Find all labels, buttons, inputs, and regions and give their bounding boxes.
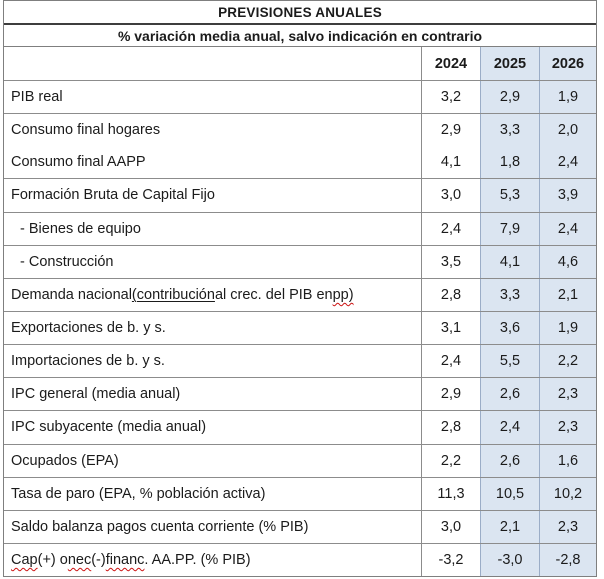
value-2024: 3,2 <box>421 81 480 114</box>
value-2026: 10,2 <box>539 477 596 510</box>
table-subtitle: % variación media anual, salvo indicació… <box>4 25 596 47</box>
value-2025: 5,5 <box>480 345 539 378</box>
forecast-table: PREVISIONES ANUALES % variación media an… <box>3 0 597 577</box>
value-2025: 10,5 <box>480 477 539 510</box>
value-2025: 3,3 <box>480 278 539 311</box>
value-2025: 2,9 <box>480 81 539 114</box>
value-2026: 2,3 <box>539 510 596 543</box>
value-2024: 11,3 <box>421 477 480 510</box>
table-row-pib-real: PIB real 3,2 2,9 1,9 <box>4 81 596 115</box>
table-title: PREVISIONES ANUALES <box>4 1 596 25</box>
misspelled-text: financ <box>105 552 145 569</box>
value-2026: 2,3 <box>539 378 596 411</box>
table-row-cap-nec-financ: Cap (+) o nec (-) financ. AA.PP. (% PIB)… <box>4 543 596 577</box>
value-2025: 2,6 <box>480 444 539 477</box>
value-2026: 1,9 <box>539 81 596 114</box>
value-2025: 3,6 <box>480 311 539 345</box>
table-row-construccion: - Construcción 3,5 4,1 4,6 <box>4 245 596 279</box>
value-2024: 4,1 <box>421 146 480 179</box>
label-segment: Demanda nacional <box>11 286 132 303</box>
table-row-bienes-equipo: - Bienes de equipo 2,4 7,9 2,4 <box>4 212 596 246</box>
table-row-ipc-subyacente: IPC subyacente (media anual) 2,8 2,4 2,3 <box>4 411 596 445</box>
row-label: Cap (+) o nec (-) financ. AA.PP. (% PIB) <box>4 544 421 576</box>
table-row-saldo-balanza: Saldo balanza pagos cuenta corriente (% … <box>4 510 596 544</box>
value-2024: 2,8 <box>421 278 480 311</box>
value-2025: 5,3 <box>480 179 539 212</box>
value-2024: 2,4 <box>421 345 480 378</box>
misspelled-text: Cap <box>11 552 38 569</box>
value-2025: 2,1 <box>480 510 539 543</box>
row-label: Formación Bruta de Capital Fijo <box>11 187 215 204</box>
value-2026: 2,0 <box>539 114 596 147</box>
value-2026: 2,1 <box>539 278 596 311</box>
value-2024: 2,9 <box>421 114 480 147</box>
row-label: - Construcción <box>20 253 114 270</box>
table-row-demanda-nacional: Demanda nacional (contribución al crec. … <box>4 278 596 312</box>
table-row-consumo-aapp: Consumo final AAPP 4,1 1,8 2,4 <box>4 146 596 180</box>
value-2026: 3,9 <box>539 179 596 212</box>
column-header-2024: 2024 <box>421 47 480 80</box>
misspelled-text: pp) <box>332 286 354 303</box>
value-2026: 2,4 <box>539 146 596 179</box>
row-label: Consumo final hogares <box>11 122 161 139</box>
table-row-consumo-hogares: Consumo final hogares 2,9 3,3 2,0 <box>4 114 596 147</box>
misspelled-text: nec <box>67 552 92 569</box>
value-2025: 1,8 <box>480 146 539 179</box>
value-2026: 2,2 <box>539 345 596 378</box>
value-2025: -3,0 <box>480 543 539 577</box>
value-2025: 7,9 <box>480 212 539 245</box>
header-empty-cell <box>4 47 421 80</box>
table-row-ocupados: Ocupados (EPA) 2,2 2,6 1,6 <box>4 444 596 478</box>
row-label: Tasa de paro (EPA, % población activa) <box>11 485 266 502</box>
label-segment: (+) o <box>37 552 68 569</box>
row-label: Saldo balanza pagos cuenta corriente (% … <box>11 518 309 535</box>
underlined-text: (contribución <box>131 286 215 303</box>
column-header-2026: 2026 <box>539 47 596 80</box>
value-2025: 3,3 <box>480 114 539 147</box>
row-label: Ocupados (EPA) <box>11 452 119 469</box>
row-label: Demanda nacional (contribución al crec. … <box>4 279 421 311</box>
value-2024: 2,9 <box>421 378 480 411</box>
label-segment: al crec. del PIB en <box>214 286 333 303</box>
value-2024: 2,2 <box>421 444 480 477</box>
row-label: - Bienes de equipo <box>20 220 141 237</box>
row-label: Consumo final AAPP <box>11 154 146 171</box>
value-2024: 2,8 <box>421 411 480 444</box>
table-row-ipc-general: IPC general (media anual) 2,9 2,6 2,3 <box>4 378 596 412</box>
row-label: Exportaciones de b. y s. <box>11 320 166 337</box>
value-2024: 3,1 <box>421 311 480 345</box>
row-label: IPC subyacente (media anual) <box>11 419 207 436</box>
value-2024: 2,4 <box>421 212 480 245</box>
label-segment: . AA.PP. (% PIB) <box>144 552 251 569</box>
value-2026: 2,4 <box>539 212 596 245</box>
value-2025: 2,4 <box>480 411 539 444</box>
value-2026: -2,8 <box>539 543 596 577</box>
row-label: IPC general (media anual) <box>11 386 181 403</box>
value-2024: 3,5 <box>421 245 480 278</box>
value-2026: 1,6 <box>539 444 596 477</box>
value-2026: 2,3 <box>539 411 596 444</box>
value-2024: 3,0 <box>421 179 480 212</box>
table-row-exportaciones: Exportaciones de b. y s. 3,1 3,6 1,9 <box>4 311 596 346</box>
value-2024: -3,2 <box>421 543 480 577</box>
label-segment: (-) <box>91 552 106 569</box>
table-row-tasa-paro: Tasa de paro (EPA, % población activa) 1… <box>4 477 596 511</box>
row-label: Importaciones de b. y s. <box>11 353 165 370</box>
column-header-row: 2024 2025 2026 <box>4 47 596 81</box>
value-2026: 4,6 <box>539 245 596 278</box>
value-2025: 4,1 <box>480 245 539 278</box>
value-2026: 1,9 <box>539 311 596 345</box>
table-row-fbcf: Formación Bruta de Capital Fijo 3,0 5,3 … <box>4 179 596 213</box>
column-header-2025: 2025 <box>480 47 539 80</box>
value-2025: 2,6 <box>480 378 539 411</box>
table-row-importaciones: Importaciones de b. y s. 2,4 5,5 2,2 <box>4 345 596 379</box>
value-2024: 3,0 <box>421 510 480 543</box>
row-label: PIB real <box>11 89 63 106</box>
